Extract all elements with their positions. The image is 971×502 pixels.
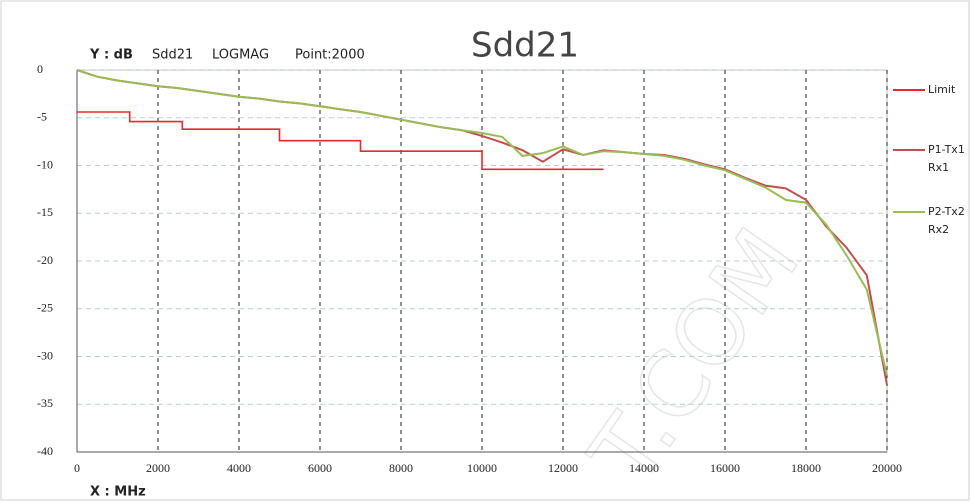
header-param: Sdd21 — [152, 48, 193, 63]
header-y-unit: Y : dB — [89, 48, 133, 63]
legend-label: Limit — [928, 83, 956, 96]
chart-title: Sdd21 — [471, 26, 579, 66]
header-points: Point:2000 — [295, 48, 365, 63]
y-tick-label: -40 — [37, 444, 53, 458]
y-tick-label: -30 — [37, 348, 53, 362]
x-tick-label: 10000 — [467, 461, 497, 475]
series-line — [77, 111, 604, 171]
x-tick-label: 18000 — [791, 461, 821, 475]
x-tick-label: 12000 — [548, 461, 578, 475]
y-tick-label: -10 — [37, 157, 53, 171]
y-tick-label: -15 — [37, 205, 53, 219]
x-tick-label: 14000 — [629, 461, 659, 475]
y-tick-label: 0 — [37, 62, 43, 76]
y-tick-label: -5 — [37, 110, 47, 124]
x-tick-label: 4000 — [227, 461, 251, 475]
header-format: LOGMAG — [212, 48, 269, 63]
x-tick-label: 6000 — [308, 461, 332, 475]
x-tick-label: 16000 — [710, 461, 740, 475]
x-tick-label: 8000 — [389, 461, 413, 475]
legend-label: P2-Tx2 Rx2 — [928, 205, 965, 236]
x-tick-label: 20000 — [872, 461, 902, 475]
legend-label: P1-Tx1 Rx1 — [928, 143, 965, 174]
x-axis-label: X : MHz — [90, 485, 146, 500]
x-tick-label: 2000 — [146, 461, 170, 475]
y-tick-label: -35 — [37, 396, 53, 410]
y-tick-label: -20 — [37, 253, 53, 267]
y-tick-label: -25 — [37, 301, 53, 315]
series-line — [76, 69, 888, 376]
x-tick-label: 0 — [74, 461, 80, 475]
